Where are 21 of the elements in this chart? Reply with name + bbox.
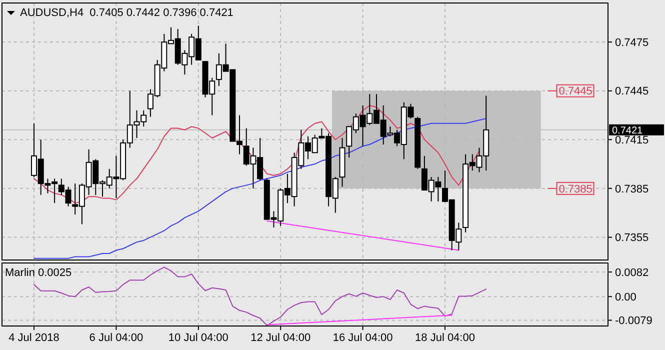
chart-title: Marlin 0.0025 (5, 267, 72, 279)
y-tick-label: 0.7475 (615, 36, 649, 49)
y-tick-label: 0.7385 (615, 183, 649, 196)
x-tick-label: 18 Jul 04:00 (415, 332, 475, 344)
ref-line-label: 0.7445 (558, 86, 592, 98)
x-tick-label: 12 Jul 04:00 (250, 332, 311, 344)
y-tick-label: 0.00 (615, 291, 636, 304)
ref-line-label: 0.7421 (612, 125, 644, 136)
line-series (34, 118, 487, 259)
y-tick-label: 0.0082 (615, 266, 649, 279)
ref-line-label: 0.7385 (558, 183, 592, 196)
x-tick-label: 16 Jul 04:00 (332, 332, 393, 344)
line-series (34, 266, 487, 326)
x-tick-label: 6 Jul 04:00 (89, 332, 144, 344)
y-tick-label: 0.7415 (615, 134, 649, 146)
y-tick-label: 0.7445 (615, 86, 649, 98)
chart-title: AUDUSD,H4 0.7405 0.7442 0.7396 0.7421 (20, 7, 234, 19)
x-tick-label: 4 Jul 2018 (8, 332, 60, 344)
x-tick-label: 10 Jul 04:00 (168, 332, 228, 344)
y-tick-label: -0.0079 (615, 315, 652, 328)
y-tick-label: 0.7355 (615, 232, 649, 244)
